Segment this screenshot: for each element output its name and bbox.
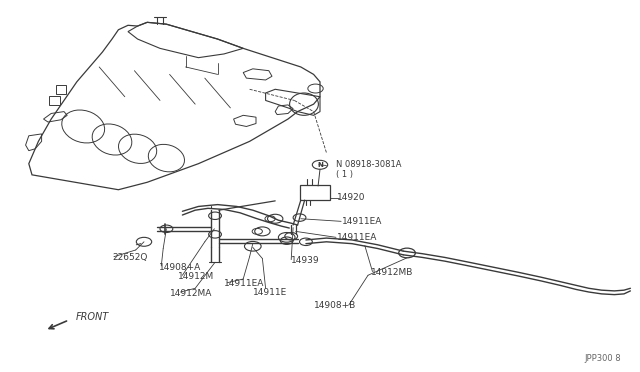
Text: N 08918-3081A
( 1 ): N 08918-3081A ( 1 )	[336, 160, 401, 179]
Bar	[56, 85, 66, 94]
Bar	[300, 185, 330, 200]
Bar	[49, 96, 60, 105]
Text: 14908+B: 14908+B	[314, 301, 356, 310]
Text: 14911EA: 14911EA	[342, 217, 383, 226]
Text: 14911EA: 14911EA	[337, 233, 378, 242]
Text: 14912MB: 14912MB	[371, 268, 413, 277]
Text: 14939: 14939	[291, 256, 320, 265]
Text: 14911E: 14911E	[253, 288, 287, 296]
Text: 14912M: 14912M	[178, 272, 214, 280]
Text: N: N	[317, 162, 323, 168]
Text: 14912MA: 14912MA	[170, 289, 212, 298]
Text: 14911EA: 14911EA	[224, 279, 264, 288]
Text: 14908+A: 14908+A	[159, 263, 201, 272]
Text: JPP300 8: JPP300 8	[584, 354, 621, 363]
Text: 22652Q: 22652Q	[112, 253, 147, 262]
Text: FRONT: FRONT	[76, 312, 109, 322]
Text: 14920: 14920	[337, 193, 366, 202]
